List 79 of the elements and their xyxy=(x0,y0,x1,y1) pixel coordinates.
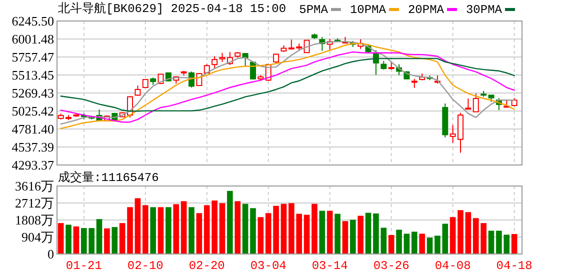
y-tick-label: 4537.39 xyxy=(12,140,54,154)
bar xyxy=(219,203,226,254)
bar xyxy=(96,219,102,254)
bar xyxy=(342,221,348,254)
bar xyxy=(166,207,172,254)
chart-title: 成交量:11165476 xyxy=(58,170,159,185)
bar xyxy=(396,230,402,254)
bar xyxy=(319,210,326,254)
bar xyxy=(419,234,425,254)
bar xyxy=(358,216,364,254)
bar xyxy=(134,198,141,254)
x-tick-label: 03-14 xyxy=(312,259,348,273)
bar xyxy=(227,190,233,254)
y-tick-label: 6001.48 xyxy=(12,32,54,46)
bar xyxy=(511,234,518,254)
bar xyxy=(127,207,133,254)
y-tick-label: 5513.45 xyxy=(12,68,54,82)
legend-label: 30PMA xyxy=(466,3,503,17)
y-tick-label: 904万 xyxy=(22,230,54,244)
y-tick-label: 5025.42 xyxy=(12,104,54,118)
bar xyxy=(365,212,372,254)
y-tick-label: 1808万 xyxy=(15,212,54,228)
y-tick-label: 3616万 xyxy=(15,178,54,194)
bar xyxy=(312,204,318,254)
bar xyxy=(173,204,180,254)
bar xyxy=(104,228,110,254)
candlestick xyxy=(242,52,248,67)
candlestick xyxy=(465,98,472,110)
x-tick-label: 03-04 xyxy=(250,259,286,273)
y-tick-label: 0 xyxy=(48,246,54,262)
x-tick-label: 02-20 xyxy=(188,259,225,273)
y-tick-label: 4293.37 xyxy=(12,158,54,172)
bar xyxy=(458,210,464,254)
bar xyxy=(404,234,410,254)
legend-label: 20PMA xyxy=(408,3,445,17)
bar xyxy=(196,213,202,254)
y-tick-label: 4781.40 xyxy=(12,122,54,136)
x-tick-label: 04-18 xyxy=(496,259,532,273)
candlestick xyxy=(472,92,479,113)
legend-label: 5PMA xyxy=(299,3,329,17)
bar xyxy=(66,224,72,254)
x-tick-label: 03-26 xyxy=(373,259,410,273)
y-tick-label: 5269.43 xyxy=(12,86,54,100)
chart-title: 北斗导航[BK0629] 2025-04-18 15:00 xyxy=(58,1,286,16)
bar xyxy=(465,212,472,254)
y-tick-label: 2712万 xyxy=(15,196,54,210)
candlestick xyxy=(134,85,141,96)
bar xyxy=(334,214,340,254)
bar xyxy=(280,204,287,254)
bar xyxy=(150,207,156,254)
bar xyxy=(388,235,394,254)
x-tick-label: 04-08 xyxy=(434,259,471,273)
bar xyxy=(158,207,164,254)
bar xyxy=(373,213,379,254)
bar xyxy=(304,214,310,254)
bar xyxy=(326,210,333,254)
legend-label: 10PMA xyxy=(350,3,387,17)
y-tick-label: 5757.47 xyxy=(12,50,54,64)
y-tick-label: 6245.50 xyxy=(12,14,54,28)
bar xyxy=(112,227,118,254)
x-tick-label: 01-21 xyxy=(66,259,102,273)
bar xyxy=(73,226,80,254)
bar xyxy=(450,217,456,254)
bar xyxy=(380,228,387,254)
bar xyxy=(58,223,64,254)
bar xyxy=(180,201,187,254)
bar xyxy=(242,204,248,254)
bar xyxy=(234,201,241,254)
bar xyxy=(426,238,433,254)
bar xyxy=(250,208,256,254)
candlestick xyxy=(273,53,280,64)
bar xyxy=(411,232,418,254)
bar xyxy=(142,205,148,254)
x-tick-label: 02-10 xyxy=(127,259,164,273)
bar xyxy=(258,217,264,254)
bar xyxy=(119,223,126,254)
bar xyxy=(188,207,194,254)
bar xyxy=(488,230,494,254)
bar xyxy=(350,220,356,254)
